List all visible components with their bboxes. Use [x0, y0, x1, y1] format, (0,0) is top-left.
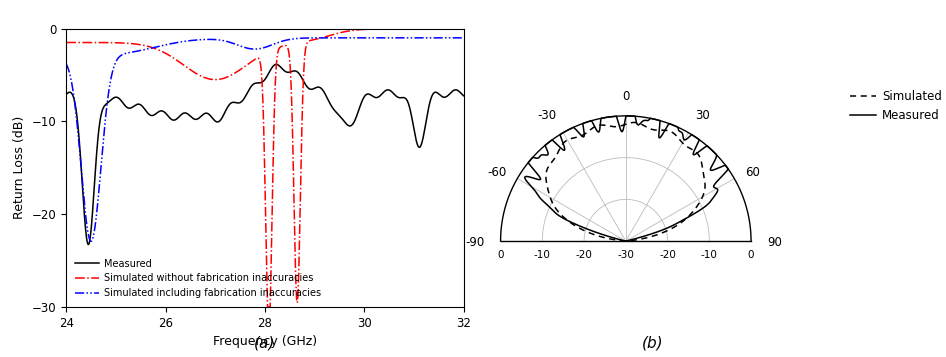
Text: (b): (b) [642, 335, 663, 350]
Simulated including fabrication inaccuracies [61, 62, 72, 66]
Legend: Simulated, Measured: Simulated, Measured [846, 85, 946, 126]
Text: -30: -30 [537, 109, 557, 122]
Measured [61, 92, 72, 96]
Simulated without fabrication inaccuracies [243, 61, 254, 66]
Text: -30: -30 [618, 250, 634, 260]
Y-axis label: Return Loss (dB): Return Loss (dB) [13, 116, 26, 220]
Measured [458, 94, 469, 98]
Measured [82, 242, 94, 247]
Simulated including fabrication inaccuracies [254, 46, 265, 51]
Text: 60: 60 [745, 166, 760, 179]
Text: -20: -20 [659, 250, 676, 260]
Text: -10: -10 [534, 250, 551, 260]
Measured [271, 62, 282, 66]
Measured [254, 81, 265, 85]
Text: 90: 90 [767, 236, 782, 249]
Text: -20: -20 [576, 250, 592, 260]
Simulated including fabrication inaccuracies [243, 46, 254, 51]
Simulated without fabrication inaccuracies [254, 57, 265, 62]
Text: 0: 0 [748, 250, 754, 260]
Simulated including fabrication inaccuracies [458, 36, 469, 40]
Simulated including fabrication inaccuracies [447, 36, 458, 40]
Measured [80, 235, 92, 240]
Simulated without fabrication inaccuracies [80, 40, 92, 45]
Measured [243, 87, 254, 92]
Simulated including fabrication inaccuracies [85, 239, 96, 243]
Text: -90: -90 [465, 236, 484, 249]
Simulated without fabrication inaccuracies [447, 26, 458, 31]
Simulated without fabrication inaccuracies [447, 26, 458, 31]
Text: 0: 0 [498, 250, 504, 260]
Simulated including fabrication inaccuracies [80, 220, 92, 225]
Text: -60: -60 [487, 166, 506, 179]
Simulated without fabrication inaccuracies [61, 40, 72, 45]
Simulated without fabrication inaccuracies [374, 27, 385, 31]
Legend: Measured, Simulated without fabrication inaccuracies, Simulated including fabric: Measured, Simulated without fabrication … [71, 255, 325, 302]
Simulated including fabrication inaccuracies [374, 36, 385, 40]
Measured [374, 94, 385, 99]
Simulated without fabrication inaccuracies [458, 26, 469, 31]
Text: 30: 30 [694, 109, 710, 122]
Line: Simulated without fabrication inaccuracies: Simulated without fabrication inaccuraci… [66, 29, 464, 307]
Measured [447, 89, 458, 94]
Text: -10: -10 [701, 250, 718, 260]
Simulated including fabrication inaccuracies [447, 36, 458, 40]
Line: Measured: Measured [66, 64, 464, 245]
Text: (a): (a) [254, 335, 275, 350]
Simulated without fabrication inaccuracies [262, 305, 273, 309]
Text: 0: 0 [622, 90, 629, 103]
Measured [447, 89, 458, 94]
Line: Simulated including fabrication inaccuracies: Simulated including fabrication inaccura… [66, 38, 464, 241]
X-axis label: Frequency (GHz): Frequency (GHz) [213, 335, 317, 348]
